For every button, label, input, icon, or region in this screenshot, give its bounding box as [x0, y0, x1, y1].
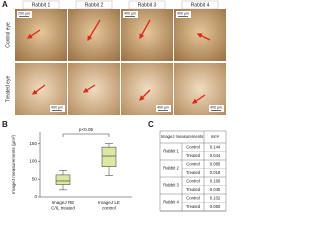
- y-tick-label: 50: [32, 176, 38, 181]
- y-tick-label: 150: [29, 141, 37, 146]
- box: [101, 146, 117, 167]
- panel-label: B: [2, 120, 8, 129]
- row-group-label: Rabbit 3: [163, 183, 179, 188]
- y-tick-label: 100: [29, 159, 37, 164]
- x-tick-label: ImageJ LE: [98, 200, 120, 205]
- scale-box: [123, 11, 138, 18]
- scale-label: 400 µm: [51, 105, 63, 109]
- table-cell: Control: [186, 178, 200, 183]
- row-group-label: Rabbit 4: [163, 200, 179, 205]
- table-header: mm²: [211, 134, 220, 139]
- arrow: [196, 33, 211, 41]
- scale-box: [17, 11, 32, 18]
- figure: A B C Control eye Treated eye Rabbit 1 Rabb…: [2, 0, 227, 212]
- y-axis-label: ImageJ measurements (µm²): [11, 134, 16, 194]
- table-cell: 0.144: [210, 144, 221, 149]
- table-cell: Treated: [186, 204, 201, 209]
- table-header: ImageJ measurements: [161, 134, 204, 139]
- x-tick-label: C/IL treated: [51, 206, 75, 211]
- scale-label: 400 µm: [210, 105, 222, 109]
- table-cell: 0.044: [210, 153, 221, 158]
- scale-box: [209, 105, 224, 112]
- table-cell: 0.018: [210, 170, 221, 175]
- table-cell: 0.160: [210, 178, 221, 183]
- scale-label: 400 µm: [177, 11, 189, 15]
- table-cell: 0.040: [210, 187, 221, 192]
- header-box: [22, 0, 60, 10]
- column-header: Rabbit 4: [191, 2, 210, 8]
- panel-label: C: [148, 120, 154, 129]
- column-header: Rabbit 2: [85, 2, 104, 8]
- arrow: [26, 29, 41, 39]
- table-cell: Treated: [186, 187, 201, 192]
- row-label: Treated eye: [5, 76, 11, 103]
- scale-label: 400 µm: [124, 11, 136, 15]
- scale-box: [156, 105, 171, 112]
- photo: [68, 63, 120, 115]
- row-group-label: Rabbit 1: [163, 149, 179, 154]
- row-group-label: Rabbit 2: [163, 166, 179, 171]
- table-cell: Control: [186, 195, 200, 200]
- table-cell: 0.085: [210, 161, 221, 166]
- arrow: [87, 19, 101, 42]
- box: [55, 174, 71, 185]
- scale-box: [176, 11, 191, 18]
- arrow: [191, 94, 206, 104]
- table-cell: Treated: [186, 170, 201, 175]
- arrow: [82, 84, 96, 93]
- header-box: [75, 0, 113, 10]
- scale-label: 200 µm: [18, 11, 30, 15]
- table-cell: Control: [186, 161, 200, 166]
- photo: [68, 9, 120, 61]
- panel-label: A: [2, 0, 8, 9]
- table-cell: 0.102: [210, 195, 221, 200]
- arrow: [139, 89, 151, 101]
- significance-bracket: [62, 133, 110, 137]
- arrow: [139, 19, 151, 40]
- row-label: Control eye: [5, 22, 11, 48]
- table-cell: Control: [186, 144, 200, 149]
- x-tick-label: control: [102, 206, 116, 211]
- page: {"panel_a": {"label": "A", "columns": ["…: [2, 0, 227, 212]
- significance-label: p<0.05: [79, 127, 94, 132]
- header-box: [181, 0, 219, 10]
- table-cell: 0.060: [210, 204, 221, 209]
- y-tick-label: 0: [34, 194, 37, 199]
- column-header: Rabbit 1: [32, 2, 51, 8]
- x-tick-label: ImageJ RE: [52, 200, 75, 205]
- column-header: Rabbit 3: [138, 2, 157, 8]
- table-cell: Treated: [186, 153, 201, 158]
- header-box: [128, 0, 166, 10]
- scale-box: [50, 105, 65, 112]
- arrow: [31, 84, 46, 95]
- scale-label: 400 µm: [157, 105, 169, 109]
